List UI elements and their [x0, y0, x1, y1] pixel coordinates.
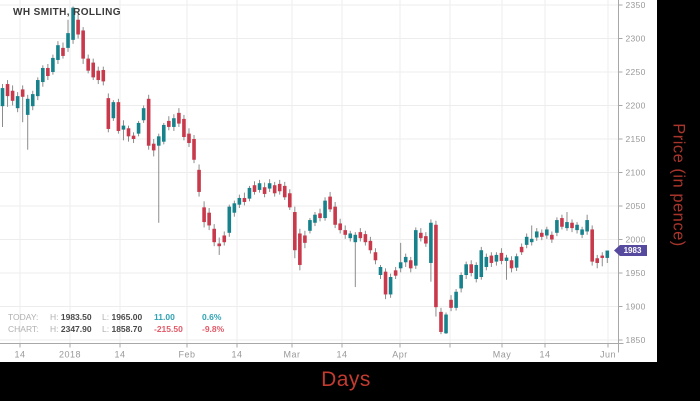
legend-today-change: 11.00: [154, 312, 175, 322]
ohlc-legend: TODAY: H: 1983.50 L: 1965.00 11.00 0.6% …: [8, 311, 246, 335]
legend-today-label: TODAY:: [8, 312, 39, 322]
legend-today-high: H: 1983.50: [50, 312, 92, 322]
svg-text:Mar: Mar: [284, 350, 301, 360]
svg-text:Apr: Apr: [392, 350, 408, 360]
svg-text:14: 14: [336, 350, 347, 360]
legend-chart-label: CHART:: [8, 324, 39, 334]
legend-chart-percent: -9.8%: [202, 324, 225, 334]
svg-text:2000: 2000: [626, 235, 646, 245]
svg-text:14: 14: [114, 350, 125, 360]
svg-text:May: May: [493, 350, 512, 360]
candlestick-plot[interactable]: 2350 2300 2250 2200 2150 2100 2050 2000 1950 1900…: [0, 0, 657, 362]
y-axis-title: Price (in pence): [669, 123, 688, 247]
svg-text:2350: 2350: [626, 0, 646, 10]
svg-text:2200: 2200: [626, 101, 646, 111]
svg-text:2050: 2050: [626, 201, 646, 211]
last-price-tag: 1983: [614, 245, 647, 256]
svg-text:14: 14: [231, 350, 242, 360]
svg-text:Jun: Jun: [600, 350, 616, 360]
legend-chart-change: -215.50: [154, 324, 183, 334]
legend-row-chart: CHART: H: 2347.90 L: 1858.70 -215.50 -9.…: [8, 323, 246, 335]
svg-text:2018: 2018: [59, 350, 81, 360]
svg-text:1900: 1900: [626, 302, 646, 312]
legend-chart-low: L: 1858.70: [102, 324, 143, 334]
svg-text:Feb: Feb: [178, 350, 195, 360]
legend-chart-high: H: 2347.90: [50, 324, 92, 334]
svg-text:2100: 2100: [626, 168, 646, 178]
chart-title: WH SMITH, ROLLING: [13, 7, 121, 18]
svg-text:1950: 1950: [626, 268, 646, 278]
svg-text:1850: 1850: [626, 335, 646, 345]
price-chart-panel: 2350 2300 2250 2200 2150 2100 2050 2000 1950 1900…: [0, 0, 657, 362]
legend-today-percent: 0.6%: [202, 312, 222, 322]
x-axis-title: Days: [321, 368, 371, 391]
legend-today-low: L: 1965.00: [102, 312, 143, 322]
svg-text:2300: 2300: [626, 34, 646, 44]
svg-text:2250: 2250: [626, 67, 646, 77]
legend-row-today: TODAY: H: 1983.50 L: 1965.00 11.00 0.6%: [8, 311, 246, 323]
svg-text:2150: 2150: [626, 134, 646, 144]
svg-text:14: 14: [14, 350, 25, 360]
svg-text:14: 14: [539, 350, 550, 360]
